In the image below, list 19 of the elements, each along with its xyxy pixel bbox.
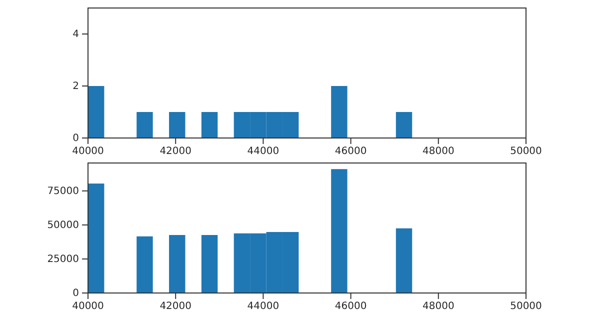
x-tick-label: 42000 bbox=[160, 301, 192, 312]
y-tick-label: 0 bbox=[72, 133, 79, 144]
x-tick-label: 50000 bbox=[510, 146, 542, 158]
x-tick-label: 48000 bbox=[422, 301, 454, 312]
y-tick-label: 75000 bbox=[47, 186, 79, 198]
x-tick-label: 46000 bbox=[334, 146, 367, 158]
y-tick-label: 25000 bbox=[47, 254, 79, 266]
x-tick-label: 40000 bbox=[72, 301, 104, 312]
y-tick-label: 4 bbox=[72, 29, 79, 40]
x-tick-label: 48000 bbox=[422, 146, 454, 158]
x-tick-label: 44000 bbox=[247, 146, 280, 158]
y-tick-label: 0 bbox=[72, 288, 79, 300]
x-tick-label: 46000 bbox=[334, 301, 367, 312]
y-tick-label: 2 bbox=[72, 81, 79, 92]
x-tick-label: 42000 bbox=[160, 146, 192, 158]
x-tick-label: 40000 bbox=[72, 146, 104, 158]
x-tick-label: 44000 bbox=[247, 301, 280, 312]
y-tick-label: 50000 bbox=[47, 220, 79, 232]
x-tick-label: 50000 bbox=[510, 301, 542, 312]
